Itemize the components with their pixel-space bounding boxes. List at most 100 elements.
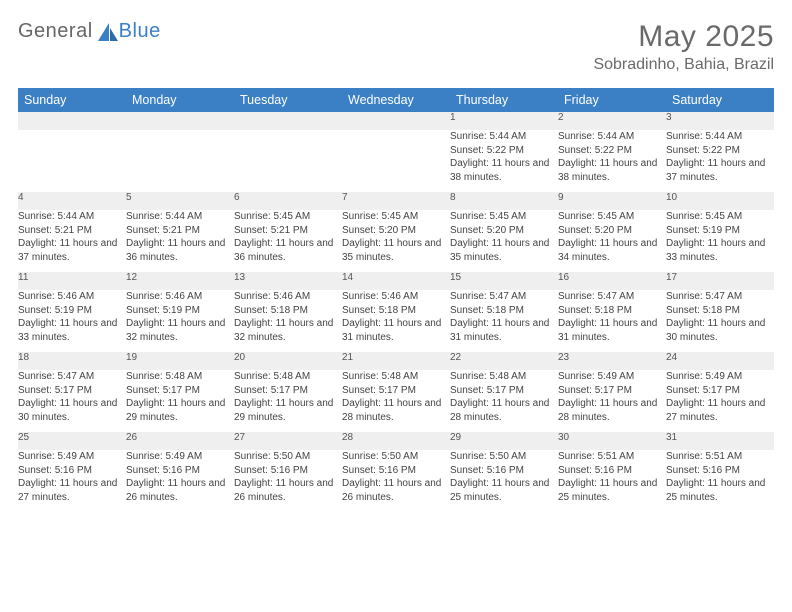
day-details-cell: Sunrise: 5:44 AMSunset: 5:22 PMDaylight:… bbox=[450, 130, 558, 192]
daylight-text: Daylight: 11 hours and 34 minutes. bbox=[558, 237, 666, 264]
day-details-cell: Sunrise: 5:47 AMSunset: 5:18 PMDaylight:… bbox=[558, 290, 666, 352]
day-number-cell bbox=[18, 112, 126, 130]
weekday-col: Wednesday bbox=[342, 88, 450, 112]
day-number-cell: 5 bbox=[126, 192, 234, 210]
day-number-cell: 16 bbox=[558, 272, 666, 290]
day-number-row: 45678910 bbox=[18, 192, 774, 210]
day-number-cell: 17 bbox=[666, 272, 774, 290]
sunrise-text: Sunrise: 5:45 AM bbox=[450, 210, 558, 224]
weekday-col: Friday bbox=[558, 88, 666, 112]
daylight-text: Daylight: 11 hours and 32 minutes. bbox=[126, 317, 234, 344]
daylight-text: Daylight: 11 hours and 32 minutes. bbox=[234, 317, 342, 344]
sunrise-text: Sunrise: 5:46 AM bbox=[126, 290, 234, 304]
sunrise-text: Sunrise: 5:47 AM bbox=[450, 290, 558, 304]
sunset-text: Sunset: 5:17 PM bbox=[234, 384, 342, 398]
sunset-text: Sunset: 5:16 PM bbox=[18, 464, 126, 478]
sunset-text: Sunset: 5:18 PM bbox=[234, 304, 342, 318]
weekday-col: Saturday bbox=[666, 88, 774, 112]
day-details-cell: Sunrise: 5:49 AMSunset: 5:17 PMDaylight:… bbox=[558, 370, 666, 432]
day-details-cell: Sunrise: 5:47 AMSunset: 5:18 PMDaylight:… bbox=[450, 290, 558, 352]
daylight-text: Daylight: 11 hours and 29 minutes. bbox=[234, 397, 342, 424]
day-number-cell bbox=[234, 112, 342, 130]
title-block: May 2025 Sobradinho, Bahia, Brazil bbox=[593, 20, 774, 74]
sunset-text: Sunset: 5:17 PM bbox=[18, 384, 126, 398]
day-details-row: Sunrise: 5:44 AMSunset: 5:21 PMDaylight:… bbox=[18, 210, 774, 272]
sunset-text: Sunset: 5:21 PM bbox=[126, 224, 234, 238]
day-number-cell: 23 bbox=[558, 352, 666, 370]
sunset-text: Sunset: 5:16 PM bbox=[126, 464, 234, 478]
daylight-text: Daylight: 11 hours and 28 minutes. bbox=[342, 397, 450, 424]
sunrise-text: Sunrise: 5:46 AM bbox=[342, 290, 450, 304]
sunset-text: Sunset: 5:20 PM bbox=[558, 224, 666, 238]
day-number-cell: 18 bbox=[18, 352, 126, 370]
day-number-cell: 4 bbox=[18, 192, 126, 210]
sunrise-text: Sunrise: 5:48 AM bbox=[450, 370, 558, 384]
sunrise-text: Sunrise: 5:48 AM bbox=[126, 370, 234, 384]
sunrise-text: Sunrise: 5:47 AM bbox=[558, 290, 666, 304]
day-number-cell: 24 bbox=[666, 352, 774, 370]
day-number-cell: 13 bbox=[234, 272, 342, 290]
sunset-text: Sunset: 5:18 PM bbox=[666, 304, 774, 318]
calendar-table: Sunday Monday Tuesday Wednesday Thursday… bbox=[18, 88, 774, 512]
day-number-cell: 3 bbox=[666, 112, 774, 130]
sunset-text: Sunset: 5:18 PM bbox=[342, 304, 450, 318]
day-details-row: Sunrise: 5:44 AMSunset: 5:22 PMDaylight:… bbox=[18, 130, 774, 192]
day-details-row: Sunrise: 5:49 AMSunset: 5:16 PMDaylight:… bbox=[18, 450, 774, 512]
brand-word-2: Blue bbox=[119, 20, 161, 43]
sunset-text: Sunset: 5:21 PM bbox=[234, 224, 342, 238]
day-number-cell: 25 bbox=[18, 432, 126, 450]
day-details-cell: Sunrise: 5:51 AMSunset: 5:16 PMDaylight:… bbox=[558, 450, 666, 512]
day-number-cell bbox=[342, 112, 450, 130]
day-details-cell: Sunrise: 5:46 AMSunset: 5:19 PMDaylight:… bbox=[18, 290, 126, 352]
day-number-cell: 14 bbox=[342, 272, 450, 290]
day-details-cell: Sunrise: 5:49 AMSunset: 5:17 PMDaylight:… bbox=[666, 370, 774, 432]
daylight-text: Daylight: 11 hours and 33 minutes. bbox=[666, 237, 774, 264]
sunset-text: Sunset: 5:16 PM bbox=[234, 464, 342, 478]
sunset-text: Sunset: 5:18 PM bbox=[558, 304, 666, 318]
sunrise-text: Sunrise: 5:46 AM bbox=[234, 290, 342, 304]
day-details-cell: Sunrise: 5:48 AMSunset: 5:17 PMDaylight:… bbox=[234, 370, 342, 432]
sunrise-text: Sunrise: 5:44 AM bbox=[450, 130, 558, 144]
day-details-cell bbox=[126, 130, 234, 192]
sunset-text: Sunset: 5:18 PM bbox=[450, 304, 558, 318]
daylight-text: Daylight: 11 hours and 35 minutes. bbox=[450, 237, 558, 264]
sunset-text: Sunset: 5:17 PM bbox=[342, 384, 450, 398]
day-number-row: 123 bbox=[18, 112, 774, 130]
daylight-text: Daylight: 11 hours and 35 minutes. bbox=[342, 237, 450, 264]
sunset-text: Sunset: 5:19 PM bbox=[18, 304, 126, 318]
day-number-cell: 7 bbox=[342, 192, 450, 210]
sunset-text: Sunset: 5:16 PM bbox=[450, 464, 558, 478]
sunset-text: Sunset: 5:22 PM bbox=[558, 144, 666, 158]
day-details-cell bbox=[342, 130, 450, 192]
daylight-text: Daylight: 11 hours and 25 minutes. bbox=[666, 477, 774, 504]
sunset-text: Sunset: 5:17 PM bbox=[126, 384, 234, 398]
sunrise-text: Sunrise: 5:50 AM bbox=[234, 450, 342, 464]
daylight-text: Daylight: 11 hours and 36 minutes. bbox=[126, 237, 234, 264]
daylight-text: Daylight: 11 hours and 28 minutes. bbox=[558, 397, 666, 424]
day-details-cell: Sunrise: 5:45 AMSunset: 5:20 PMDaylight:… bbox=[342, 210, 450, 272]
day-number-row: 18192021222324 bbox=[18, 352, 774, 370]
day-number-row: 11121314151617 bbox=[18, 272, 774, 290]
day-details-cell: Sunrise: 5:51 AMSunset: 5:16 PMDaylight:… bbox=[666, 450, 774, 512]
sunset-text: Sunset: 5:16 PM bbox=[558, 464, 666, 478]
daylight-text: Daylight: 11 hours and 37 minutes. bbox=[18, 237, 126, 264]
day-number-cell: 30 bbox=[558, 432, 666, 450]
sunrise-text: Sunrise: 5:46 AM bbox=[18, 290, 126, 304]
day-details-cell: Sunrise: 5:50 AMSunset: 5:16 PMDaylight:… bbox=[342, 450, 450, 512]
sunset-text: Sunset: 5:16 PM bbox=[666, 464, 774, 478]
daylight-text: Daylight: 11 hours and 29 minutes. bbox=[126, 397, 234, 424]
day-details-cell: Sunrise: 5:47 AMSunset: 5:17 PMDaylight:… bbox=[18, 370, 126, 432]
day-number-cell: 28 bbox=[342, 432, 450, 450]
sunrise-text: Sunrise: 5:45 AM bbox=[666, 210, 774, 224]
day-number-row: 25262728293031 bbox=[18, 432, 774, 450]
sunrise-text: Sunrise: 5:45 AM bbox=[558, 210, 666, 224]
weekday-header: Sunday Monday Tuesday Wednesday Thursday… bbox=[18, 88, 774, 112]
sunrise-text: Sunrise: 5:49 AM bbox=[558, 370, 666, 384]
daylight-text: Daylight: 11 hours and 27 minutes. bbox=[18, 477, 126, 504]
calendar-body: 123Sunrise: 5:44 AMSunset: 5:22 PMDaylig… bbox=[18, 112, 774, 512]
sunrise-text: Sunrise: 5:44 AM bbox=[18, 210, 126, 224]
daylight-text: Daylight: 11 hours and 31 minutes. bbox=[342, 317, 450, 344]
daylight-text: Daylight: 11 hours and 33 minutes. bbox=[18, 317, 126, 344]
day-number-cell: 26 bbox=[126, 432, 234, 450]
day-details-cell: Sunrise: 5:46 AMSunset: 5:19 PMDaylight:… bbox=[126, 290, 234, 352]
